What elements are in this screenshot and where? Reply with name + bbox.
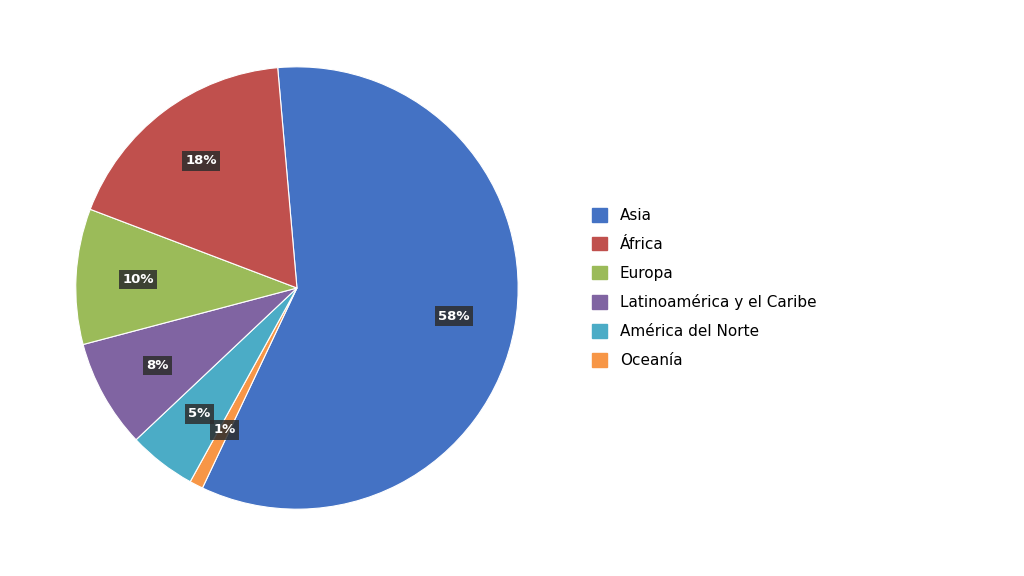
Wedge shape (203, 67, 518, 509)
Text: 18%: 18% (185, 154, 217, 168)
Wedge shape (190, 288, 297, 488)
Wedge shape (90, 67, 297, 288)
Text: 5%: 5% (188, 407, 211, 420)
Wedge shape (83, 288, 297, 439)
Text: 10%: 10% (122, 273, 154, 286)
Legend: Asia, África, Europa, Latinoamérica y el Caribe, América del Norte, Oceanía: Asia, África, Europa, Latinoamérica y el… (592, 208, 816, 368)
Text: 1%: 1% (213, 423, 236, 436)
Text: 58%: 58% (438, 309, 469, 323)
Wedge shape (76, 209, 297, 344)
Text: 8%: 8% (146, 359, 169, 372)
Wedge shape (136, 288, 297, 482)
